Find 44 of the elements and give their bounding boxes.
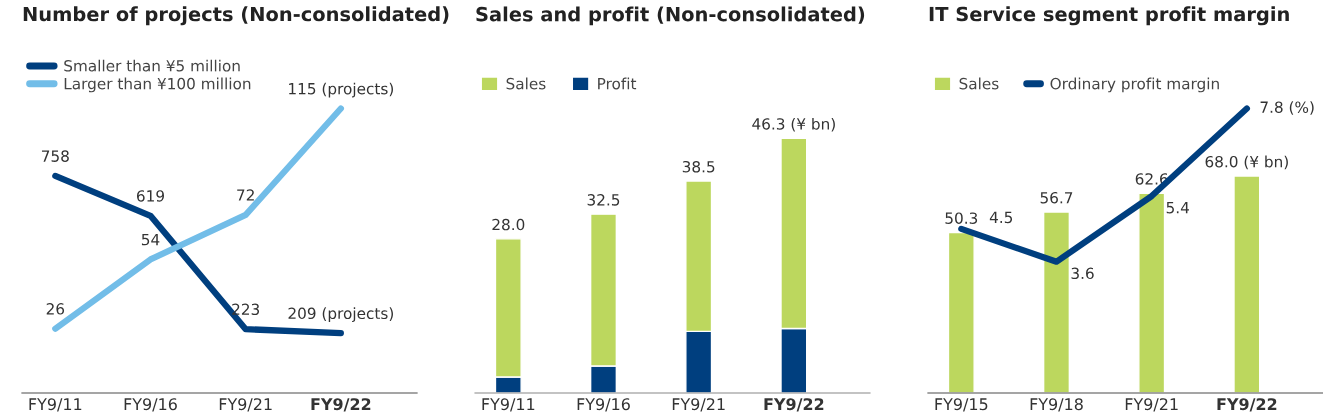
legend-label: Larger than ¥100 million bbox=[64, 77, 251, 93]
x-tick-label: FY9/11 bbox=[29, 398, 82, 412]
legend-label: Profit bbox=[598, 77, 637, 90]
x-tick-label: FY9/11 bbox=[482, 398, 535, 412]
legend-label: Sales bbox=[959, 77, 999, 90]
annotation: 46.3 (¥ bn) bbox=[752, 117, 835, 132]
x-tick-label: FY9/21 bbox=[1125, 398, 1178, 412]
data-label: 26 bbox=[46, 303, 65, 315]
x-tick-label: FY9/22 bbox=[311, 398, 371, 412]
x-tick-label: FY9/18 bbox=[1030, 398, 1083, 412]
legend-label: Sales bbox=[506, 77, 546, 90]
data-label: 4.5 bbox=[989, 211, 1013, 224]
bar bbox=[1138, 192, 1166, 393]
x-tick-label: FY9/15 bbox=[935, 398, 988, 412]
x-tick-label: FY9/16 bbox=[577, 398, 630, 412]
annotation: 38.5 bbox=[682, 160, 715, 173]
bar bbox=[947, 231, 975, 393]
data-label: 54 bbox=[141, 234, 160, 246]
annotation: 28.0 bbox=[492, 218, 525, 231]
data-label: 115 (projects) bbox=[289, 82, 393, 98]
data-label: 758 bbox=[41, 150, 69, 162]
x-tick-label: FY9/22 bbox=[1217, 398, 1277, 412]
x-tick-label: FY9/21 bbox=[672, 398, 725, 412]
chart-title: Sales and profit (Non-consolidated) bbox=[476, 6, 865, 26]
bar bbox=[1042, 211, 1071, 393]
x-tick-label: FY9/22 bbox=[764, 398, 824, 412]
x-tick-label: FY9/16 bbox=[124, 398, 177, 412]
chart-title: Number of projects (Non-consolidated) bbox=[23, 6, 449, 26]
data-label: 209 (projects) bbox=[288, 307, 393, 323]
annotation: 32.5 bbox=[587, 194, 620, 206]
data-label: 72 bbox=[237, 189, 254, 201]
data-label: 3.6 bbox=[1071, 267, 1094, 280]
x-tick-label: FY9/21 bbox=[219, 398, 272, 412]
bar bbox=[1233, 175, 1261, 393]
data-label: 50.3 bbox=[945, 212, 978, 224]
data-label: 223 bbox=[232, 303, 260, 316]
legend-label: Ordinary profit margin bbox=[1050, 77, 1219, 93]
data-label: 619 bbox=[136, 190, 164, 202]
data-label: 5.4 bbox=[1166, 202, 1189, 214]
legend-label: Smaller than ¥5 million bbox=[64, 59, 240, 72]
data-label: 7.8 (%) bbox=[1260, 101, 1314, 115]
data-label: 68.0 (¥ bn) bbox=[1205, 155, 1288, 170]
data-label: 56.7 bbox=[1040, 191, 1073, 204]
chart-title: IT Service segment profit margin bbox=[929, 6, 1289, 26]
